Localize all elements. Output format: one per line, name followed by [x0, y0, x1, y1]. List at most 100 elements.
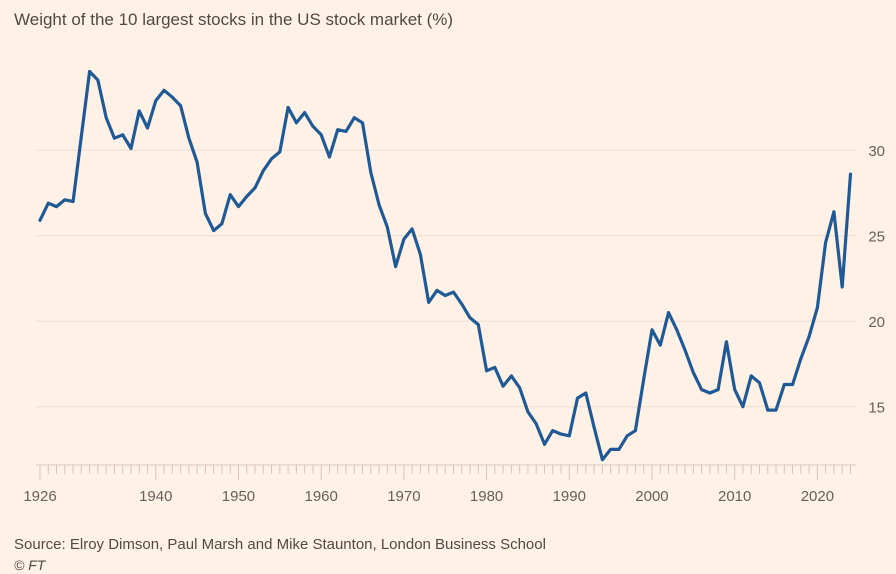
data-point: [79, 135, 83, 138]
x-tick-label: 2010: [718, 488, 751, 505]
data-point: [576, 396, 579, 400]
data-point: [584, 391, 588, 395]
data-point: [162, 88, 166, 92]
data-point: [691, 371, 695, 374]
data-point: [543, 442, 546, 446]
data-point: [526, 410, 530, 414]
data-point: [55, 205, 58, 209]
data-point: [551, 429, 555, 433]
data-point: [195, 160, 199, 164]
data-point: [311, 124, 315, 128]
data-point: [96, 78, 100, 82]
data-point: [187, 136, 191, 140]
data-point: [361, 121, 364, 125]
data-point: [650, 328, 654, 332]
data-point: [476, 323, 480, 327]
data-point: [799, 357, 803, 361]
data-point: [634, 429, 637, 433]
x-tick-label: 1926: [23, 488, 56, 505]
data-point: [179, 104, 182, 108]
data-point: [245, 194, 249, 198]
data-point: [212, 229, 216, 232]
data-point: [725, 340, 728, 344]
data-point: [410, 227, 414, 231]
data-point: [137, 109, 141, 113]
data-point: [807, 335, 811, 338]
data-point: [567, 434, 571, 438]
data-point: [832, 210, 836, 214]
data-point: [509, 374, 513, 378]
y-tick-label: 20: [868, 314, 885, 331]
data-point: [88, 70, 92, 73]
data-point: [559, 432, 563, 436]
data-point: [129, 147, 133, 150]
data-point: [749, 374, 753, 378]
data-point: [204, 212, 207, 215]
data-line: [38, 69, 853, 462]
data-point: [278, 150, 282, 154]
data-point: [46, 201, 50, 205]
data-point: [840, 285, 844, 289]
line-chart: 15 20 25 30 1926 1940 1950 1960 1970 1980 1990 2000…: [23, 69, 885, 505]
data-point: [394, 265, 398, 268]
data-point: [700, 388, 703, 391]
data-point: [642, 377, 646, 381]
data-point: [758, 381, 761, 385]
data-point: [104, 116, 108, 120]
data-point: [228, 193, 232, 197]
data-point: [336, 128, 340, 132]
x-tick-label: 1990: [553, 488, 586, 505]
chart-title: Weight of the 10 largest stocks in the U…: [14, 10, 454, 29]
data-point: [716, 388, 720, 391]
data-point: [443, 294, 447, 297]
data-point: [402, 237, 406, 241]
data-point: [220, 222, 224, 226]
data-point: [733, 388, 737, 391]
data-point: [815, 306, 819, 309]
source-note: Source: Elroy Dimson, Paul Marsh and Mik…: [14, 536, 546, 553]
data-point: [71, 200, 75, 203]
data-point: [319, 133, 323, 137]
data-point: [791, 383, 794, 386]
data-point: [253, 186, 257, 190]
data-point: [435, 289, 439, 292]
data-point: [344, 129, 348, 133]
y-tick-label: 30: [868, 143, 885, 160]
data-point: [286, 106, 290, 109]
data-point: [419, 253, 422, 256]
data-point: [154, 99, 158, 103]
y-tick-label: 15: [868, 400, 885, 417]
data-point: [460, 302, 464, 306]
data-point: [501, 384, 505, 388]
data-point: [294, 121, 298, 125]
data-point: [427, 300, 431, 304]
data-point: [38, 218, 42, 222]
data-point: [63, 198, 67, 202]
data-point: [609, 448, 613, 451]
data-point: [113, 136, 116, 140]
x-tick-label: 1970: [387, 488, 420, 505]
x-tick-label: 1950: [222, 488, 255, 505]
data-point: [468, 316, 472, 320]
data-point: [352, 116, 356, 120]
data-point: [625, 434, 629, 438]
x-tick-label: 2020: [801, 488, 834, 505]
data-point: [493, 365, 497, 369]
data-point: [708, 391, 712, 395]
data-point: [518, 386, 522, 390]
data-point: [658, 343, 662, 347]
data-point: [328, 155, 331, 159]
data-point: [261, 169, 265, 173]
data-point: [675, 328, 679, 332]
y-tick-label: 25: [868, 229, 885, 246]
data-point: [121, 133, 125, 137]
data-point: [600, 458, 604, 462]
data-point: [849, 172, 852, 176]
data-point: [683, 348, 687, 352]
data-point: [485, 369, 488, 373]
x-tick-label: 1960: [304, 488, 337, 505]
data-point: [824, 241, 828, 244]
data-point: [617, 448, 621, 451]
data-point: [170, 95, 174, 99]
data-point: [377, 203, 381, 207]
